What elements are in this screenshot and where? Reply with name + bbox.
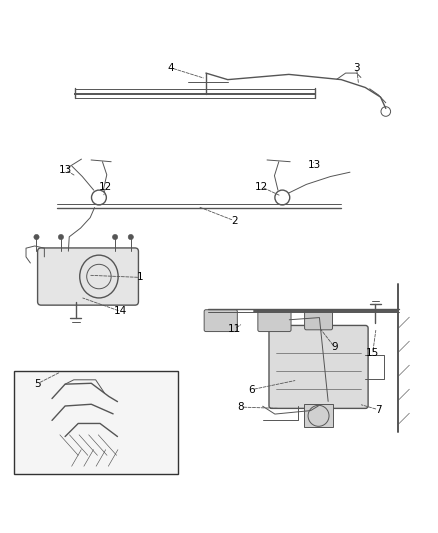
Text: 9: 9 — [332, 342, 338, 352]
Text: 11: 11 — [228, 324, 241, 334]
FancyBboxPatch shape — [304, 310, 332, 330]
Text: 13: 13 — [307, 160, 321, 170]
FancyBboxPatch shape — [269, 326, 368, 408]
Text: 4: 4 — [168, 63, 174, 73]
Text: 6: 6 — [248, 385, 255, 394]
Text: 2: 2 — [231, 216, 237, 225]
Bar — [304, 405, 333, 427]
Text: 12: 12 — [255, 182, 268, 192]
Circle shape — [113, 235, 118, 240]
Text: 1: 1 — [137, 272, 144, 282]
FancyBboxPatch shape — [258, 310, 291, 332]
FancyBboxPatch shape — [38, 248, 138, 305]
Bar — [14, 372, 177, 474]
Text: 7: 7 — [375, 405, 381, 415]
Text: 5: 5 — [35, 378, 41, 389]
FancyBboxPatch shape — [204, 310, 237, 332]
Text: 14: 14 — [114, 306, 127, 317]
Text: 15: 15 — [366, 348, 379, 358]
Text: 12: 12 — [99, 182, 112, 192]
Circle shape — [34, 235, 39, 240]
Text: 8: 8 — [237, 402, 244, 412]
Text: 13: 13 — [59, 165, 72, 175]
Circle shape — [58, 235, 64, 240]
Circle shape — [128, 235, 134, 240]
Text: 3: 3 — [353, 63, 360, 73]
